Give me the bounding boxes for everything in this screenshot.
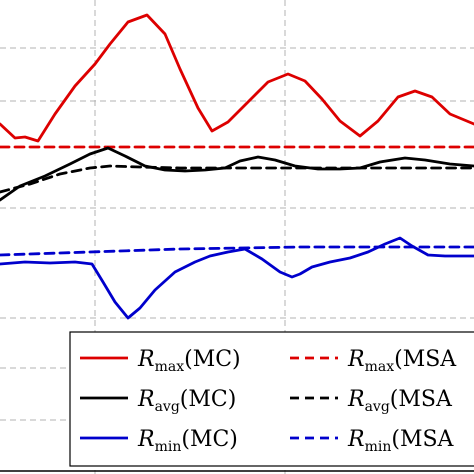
legend-label-rmin_msa: Rmin(MSA	[347, 427, 455, 455]
legend-label-rmax_msa: Rmax(MSA	[347, 347, 457, 375]
series-line-rmax_mc	[0, 13, 474, 143]
legend-label-ravg_mc: Ravg(MC)	[137, 387, 236, 415]
legend-label-rmin_mc: Rmin(MC)	[137, 427, 238, 455]
series-line-ravg_msa	[0, 164, 474, 194]
series-line-rmin_mc	[0, 236, 474, 320]
series-layer	[0, 13, 474, 320]
legend-label-rmax_mc: Rmax(MC)	[137, 347, 241, 375]
legend-label-ravg_msa: Ravg(MSA	[347, 387, 453, 415]
legend: Rmax(MC) Rmax(MSA Ravg(MC) Ravg(MSA Rmin(MC)…	[69, 331, 474, 467]
legend-box	[69, 331, 474, 467]
series-line-rmin_msa	[0, 245, 474, 257]
legend-entries: Rmax(MC) Rmax(MSA Ravg(MC) Ravg(MSA Rmin(MC)…	[80, 347, 457, 455]
series-line-ravg_mc	[0, 146, 474, 202]
